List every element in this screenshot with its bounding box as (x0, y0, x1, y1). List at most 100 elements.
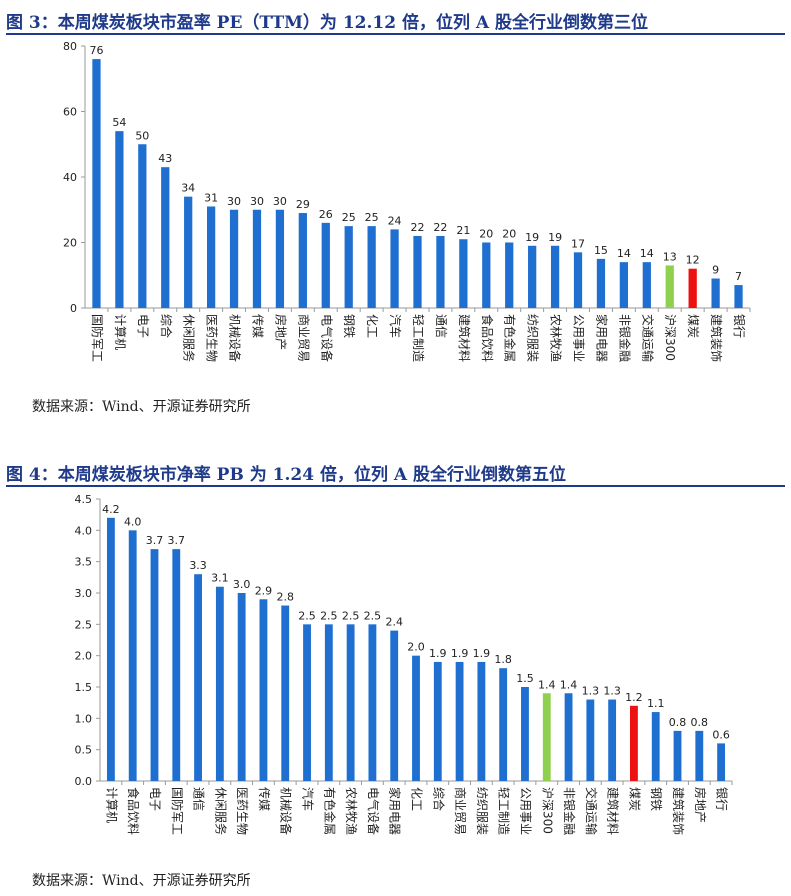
pe-category-label-cat1: 计算机 (113, 314, 128, 350)
pb-value-label-cat27: 0.8 (691, 716, 709, 729)
pb-bar-cat18 (499, 668, 508, 781)
pe-y-tick-label: 0 (70, 302, 77, 315)
pe-value-label-cat16: 21 (456, 224, 470, 237)
pe-value-label-cat13: 24 (388, 214, 402, 227)
pe-category-label-cat24: 交通运输 (640, 314, 655, 362)
pb-bar-cat13 (390, 630, 399, 781)
pe-value-label-cat6: 30 (227, 195, 241, 208)
pe-bar-cat9 (298, 213, 307, 308)
pb-y-tick-label: 3.5 (75, 556, 93, 569)
figure-4-title: 图 4：本周煤炭板块市净率 PB 为 1.24 倍，位列 A 股全行业倒数第五位 (6, 465, 567, 485)
pe-bar-cat7 (252, 209, 262, 308)
pb-value-label-cat1: 4.0 (124, 515, 142, 528)
pb-value-label-cat21: 1.4 (560, 678, 578, 691)
pb-value-label-cat2: 3.7 (146, 534, 164, 547)
pe-category-label-cat19: 纺织服装 (526, 314, 540, 362)
pe-value-label-cat21: 17 (571, 237, 585, 250)
pe-y-tick-label: 80 (63, 40, 77, 53)
pb-value-label-cat19: 1.5 (516, 672, 534, 685)
pe-bar-cat20 (550, 245, 560, 308)
pb-bar-cat4 (194, 574, 202, 781)
pe-bar-cat25 (665, 265, 674, 308)
pb-bar-cat2 (150, 549, 159, 781)
pb-category-label-cat24: 煤炭 (627, 787, 641, 811)
figure-4-title-rule (6, 485, 785, 487)
pe-category-label-cat12: 化工 (365, 314, 379, 338)
pe-value-label-cat26: 12 (686, 254, 700, 267)
pb-category-label-cat25: 钢铁 (649, 787, 663, 811)
pb-category-label-cat26: 建筑装饰 (671, 787, 686, 835)
pb-value-label-cat4: 3.3 (189, 559, 207, 572)
pb-category-label-cat17: 纺织服装 (475, 787, 489, 835)
pb-bar-cat25 (651, 712, 660, 781)
pe-bar-cat11 (344, 226, 353, 308)
pb-bar-cat8 (281, 605, 290, 781)
pe-bar-cat18 (505, 242, 514, 308)
figure-3-source: 数据来源：Wind、开源证券研究所 (32, 399, 251, 415)
pe-bar-cat14 (413, 235, 422, 308)
pb-value-label-cat11: 2.5 (342, 609, 360, 622)
pe-category-label-cat20: 农林牧渔 (549, 314, 563, 362)
pe-bar-cat13 (390, 229, 399, 308)
pe-value-label-cat18: 20 (502, 228, 516, 241)
pe-value-label-cat22: 15 (594, 244, 608, 257)
pe-bar-cat26 (688, 268, 697, 308)
pe-value-label-cat19: 19 (525, 231, 539, 244)
pb-bar-cat12 (368, 624, 377, 781)
pb-value-label-cat0: 4.2 (102, 503, 120, 516)
pe-value-label-cat2: 50 (135, 129, 149, 142)
pb-bar-cat27 (695, 730, 704, 781)
pe-value-label-cat23: 14 (617, 247, 631, 260)
pb-category-label-cat23: 建筑材料 (606, 787, 621, 835)
pe-y-tick-label: 40 (63, 171, 77, 184)
pb-category-label-cat9: 汽车 (301, 787, 316, 811)
pb-category-label-cat1: 食品饮料 (126, 787, 141, 835)
pe-category-label-cat23: 非银金融 (617, 314, 632, 362)
pb-value-label-cat8: 2.8 (276, 591, 294, 604)
pb-category-label-cat0: 计算机 (104, 787, 119, 823)
pb-value-label-cat26: 0.8 (669, 716, 687, 729)
pb-value-label-cat13: 2.4 (385, 616, 403, 629)
pe-y-tick-label: 60 (63, 106, 77, 119)
pb-value-label-cat20: 1.4 (538, 678, 556, 691)
pe-value-label-cat11: 25 (342, 211, 356, 224)
pb-bar-cat28 (717, 743, 726, 781)
pb-category-label-cat14: 化工 (410, 787, 424, 811)
pb-bar-cat16 (455, 661, 464, 781)
pe-value-label-cat5: 31 (204, 191, 218, 204)
pb-category-label-cat2: 电子 (148, 787, 162, 811)
pe-bar-cat1 (115, 131, 124, 308)
pb-bar-cat1 (128, 530, 137, 781)
pb-category-label-cat21: 非银金融 (562, 787, 577, 835)
pb-bar-cat5 (215, 586, 224, 781)
pe-bar-cat5 (206, 206, 216, 308)
pe-y-tick-label: 20 (63, 237, 77, 250)
pe-bar-cat21 (573, 252, 583, 308)
pe-value-label-cat20: 19 (548, 231, 562, 244)
pb-category-label-cat11: 农林牧渔 (344, 787, 358, 835)
pb-value-label-cat12: 2.5 (364, 609, 382, 622)
pb-ratio-bar-chart: 0.0 0.5 1.0 1.5 2.0 2.5 3.0 3.5 4.0 4.5 4.2 计算机 4.0 食… (75, 493, 733, 835)
pe-value-label-cat9: 29 (296, 198, 310, 211)
pb-bar-cat20 (542, 693, 551, 781)
pb-category-label-cat16: 商业贸易 (453, 787, 468, 835)
pe-category-label-cat26: 煤炭 (686, 314, 700, 338)
pe-category-label-cat25: 沪深300 (663, 314, 677, 361)
figure-4-source: 数据来源：Wind、开源证券研究所 (32, 873, 251, 889)
figure-3-title: 图 3：本周煤炭板块市盈率 PE（TTM）为 12.12 倍，位列 A 股全行业… (6, 13, 649, 33)
pb-y-tick-label: 1.5 (75, 681, 93, 694)
pe-category-label-cat17: 食品饮料 (480, 314, 495, 362)
pe-category-label-cat13: 汽车 (388, 314, 403, 338)
pe-value-label-cat4: 34 (181, 182, 195, 195)
pb-y-tick-label: 4.0 (75, 524, 93, 537)
pe-bar-cat0 (92, 59, 101, 308)
pb-category-label-cat10: 有色金属 (322, 787, 337, 835)
pb-category-label-cat18: 轻工制造 (497, 787, 511, 835)
pb-value-label-cat28: 0.6 (712, 728, 730, 741)
pb-bar-cat26 (673, 730, 682, 781)
pb-category-label-cat8: 机械设备 (279, 787, 294, 835)
pe-value-label-cat17: 20 (479, 228, 493, 241)
pb-category-label-cat12: 电气设备 (366, 787, 381, 835)
pe-bar-cat4 (184, 196, 193, 308)
figure-3-title-rule (6, 33, 785, 35)
